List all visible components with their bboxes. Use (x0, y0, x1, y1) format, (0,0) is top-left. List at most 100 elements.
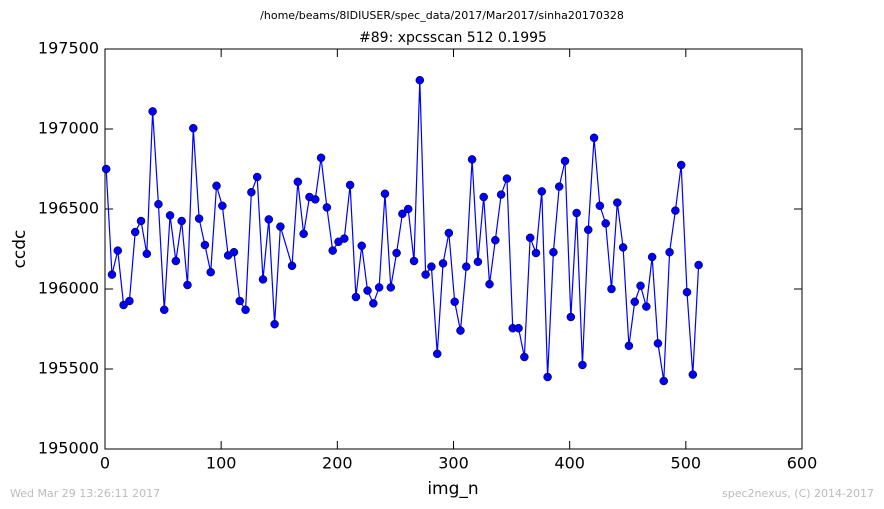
point (357, 241, 366, 251)
y-tick-label: 197500 (38, 39, 99, 58)
point (491, 235, 500, 245)
point (351, 292, 361, 302)
point (549, 247, 558, 257)
y-tick-label: 195000 (38, 439, 99, 458)
point (502, 174, 512, 183)
point (218, 201, 227, 211)
y-tick-label: 197000 (38, 119, 99, 138)
point (531, 248, 541, 258)
point (467, 155, 477, 164)
point (130, 227, 140, 237)
point (270, 319, 279, 329)
point (101, 164, 111, 174)
plot-frame (104, 48, 803, 450)
point (171, 256, 181, 266)
point (525, 233, 535, 243)
point (450, 297, 459, 307)
point (264, 215, 274, 224)
point (229, 247, 239, 257)
point (386, 283, 396, 292)
point (125, 296, 134, 306)
point (694, 260, 703, 270)
x-tick-label: 400 (554, 454, 585, 473)
x-tick-label: 100 (206, 454, 237, 473)
point (194, 214, 204, 223)
point (676, 160, 686, 170)
point (212, 181, 221, 191)
chart-title: #89: xpcsscan 512 0.1995 (359, 30, 547, 46)
y-axis-label: ccdc (10, 230, 30, 269)
point (276, 222, 285, 231)
point (177, 216, 186, 226)
point (444, 228, 454, 238)
point (165, 211, 175, 220)
point (566, 312, 576, 322)
point (189, 123, 198, 133)
point (607, 284, 616, 294)
point (589, 133, 599, 143)
point (438, 259, 448, 268)
point (624, 341, 634, 351)
point (200, 240, 210, 250)
point (520, 352, 529, 362)
point (485, 279, 494, 289)
point (369, 299, 378, 308)
x-tick-label: 600 (787, 454, 818, 473)
point (456, 326, 465, 335)
point (119, 300, 128, 310)
point (340, 234, 349, 243)
x-tick-label: 200 (322, 454, 353, 473)
point (136, 216, 146, 226)
footer-right: spec2nexus, (C) 2014-2017 (722, 487, 874, 500)
x-axis-label: img_n (427, 479, 478, 499)
point (380, 189, 390, 199)
point (462, 262, 471, 271)
point (659, 376, 669, 386)
point (432, 349, 442, 359)
point (572, 208, 581, 218)
point (496, 190, 506, 199)
point (235, 296, 245, 306)
point (241, 305, 250, 315)
point (311, 195, 320, 204)
footer-left: Wed Mar 29 13:26:11 2017 (10, 487, 160, 500)
point (113, 246, 123, 255)
point (206, 267, 215, 277)
point (618, 243, 628, 252)
point (473, 257, 483, 267)
point (554, 182, 564, 191)
point (403, 204, 413, 214)
point (584, 225, 593, 235)
point (601, 219, 610, 228)
point (363, 286, 372, 295)
point (328, 246, 337, 255)
y-tick-label: 196000 (38, 279, 99, 298)
y-tick-label: 195500 (38, 359, 99, 378)
point (392, 248, 401, 258)
point (293, 177, 303, 187)
point (642, 302, 651, 311)
point (154, 199, 163, 209)
point (299, 229, 308, 239)
point (636, 281, 645, 291)
point (345, 180, 355, 190)
point (560, 156, 570, 166)
point (287, 261, 297, 271)
point (427, 262, 436, 271)
point (537, 187, 547, 196)
point (682, 287, 692, 297)
point (653, 339, 663, 348)
x-tick-label: 0 (100, 454, 110, 473)
point (247, 187, 256, 197)
point (316, 153, 326, 163)
point (374, 283, 384, 292)
point (252, 172, 262, 182)
point (258, 275, 268, 284)
x-tick-label: 500 (671, 454, 702, 473)
point (630, 297, 639, 307)
point (665, 247, 674, 257)
point (613, 198, 622, 207)
point (421, 270, 430, 279)
point (398, 209, 407, 219)
